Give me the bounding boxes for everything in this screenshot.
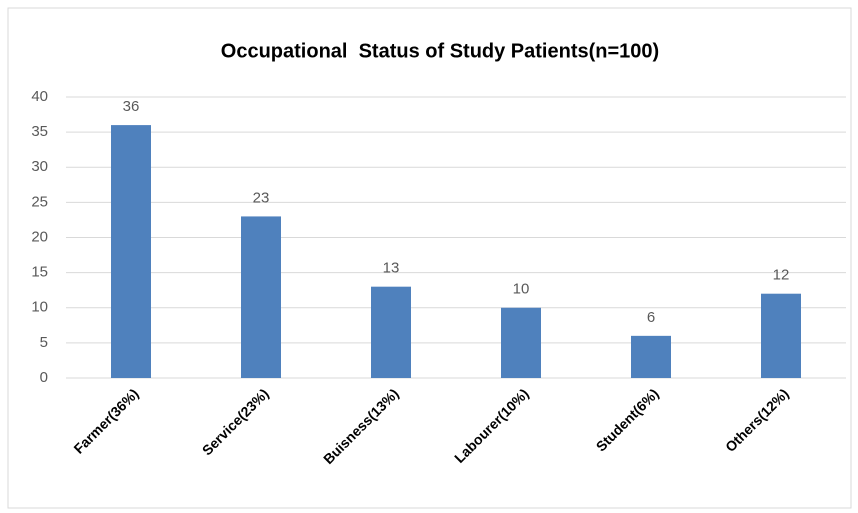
y-tick-label: 40 bbox=[31, 88, 48, 105]
data-label: 10 bbox=[513, 281, 530, 298]
bar bbox=[501, 307, 541, 378]
chart-title: Occupational Status of Study Patients(n=… bbox=[221, 40, 659, 62]
y-tick-label: 5 bbox=[40, 334, 48, 351]
bar bbox=[371, 286, 411, 378]
bar bbox=[111, 125, 151, 378]
bar bbox=[241, 216, 281, 378]
y-tick-label: 25 bbox=[31, 193, 48, 210]
data-label: 36 bbox=[123, 98, 140, 115]
y-tick-label: 15 bbox=[31, 264, 48, 281]
bar bbox=[761, 293, 801, 378]
data-label: 12 bbox=[773, 267, 790, 284]
data-label: 23 bbox=[253, 189, 270, 206]
y-tick-label: 35 bbox=[31, 123, 48, 140]
data-label: 13 bbox=[383, 260, 400, 277]
y-tick-label: 0 bbox=[40, 369, 48, 386]
y-tick-label: 30 bbox=[31, 158, 48, 175]
bar bbox=[631, 335, 671, 378]
data-label: 6 bbox=[647, 309, 655, 326]
y-tick-label: 20 bbox=[31, 228, 48, 245]
y-tick-label: 10 bbox=[31, 299, 48, 316]
